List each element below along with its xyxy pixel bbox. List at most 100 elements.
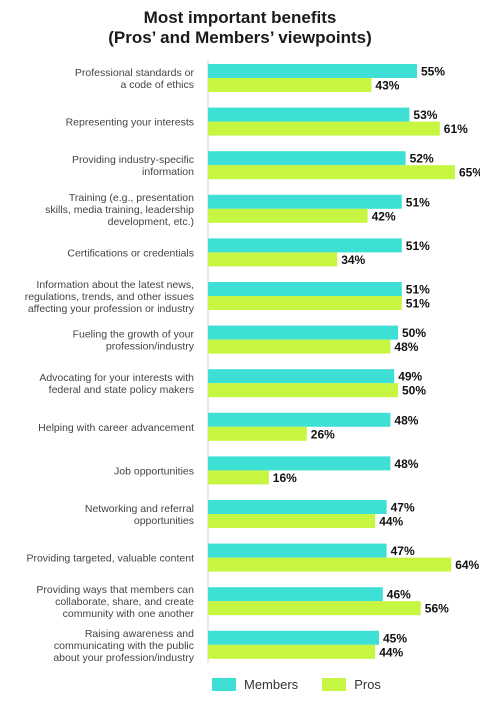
legend-label-pros: Pros [354,677,381,692]
category-label-line: Raising awareness and [85,628,194,640]
data-label-pros: 42% [372,209,396,223]
bar-members [208,630,379,645]
legend-item-pros: Pros [322,677,381,692]
data-label-pros: 26% [311,427,335,441]
category-label-line: Providing industry-specific [72,154,194,166]
data-label-members: 51% [406,283,430,297]
category-label: Information about the latest news, regula… [25,279,195,315]
category-label-line: Job opportunities [114,465,194,477]
bar-pros [208,426,307,441]
data-label-pros: 44% [379,515,403,529]
data-label-pros: 16% [273,471,297,485]
category-label-line: regulations, trends, and other issues [25,291,194,303]
data-label-members: 46% [387,588,411,602]
bar-pros [208,165,455,180]
category-label-line: Professional standards or [75,67,195,79]
category-label-line: development, etc.) [108,216,194,228]
bar-members [208,107,410,122]
bar-members [208,64,417,78]
category-label-line: Networking and referral [85,503,194,515]
category-label-line: Training (e.g., presentation [69,192,194,204]
bar-members [208,238,402,253]
bar-members [208,151,406,166]
bar-pros [208,208,368,223]
bar-pros [208,339,391,354]
category-label: Fueling the growth of your profession/ind… [73,329,195,353]
category-label-line: federal and state policy makers [49,384,194,396]
bar-members [208,282,402,296]
bar-pros [208,78,372,92]
category-label: Networking and referral opportunities [85,503,194,527]
bar-members [208,500,387,514]
category-label-line: Representing your interests [66,117,194,129]
category-label-line: Fueling the growth of your [73,329,195,341]
category-label-line: Providing targeted, valuable content [26,553,194,565]
category-label-line: community with one another [63,608,195,620]
category-label-line: Information about the latest news, [36,279,194,291]
data-label-members: 52% [410,152,434,166]
category-label-line: opportunities [134,515,194,527]
chart-title: Most important benefits [143,8,337,27]
legend-swatch-members [212,678,236,691]
data-label-members: 50% [402,326,426,340]
data-label-pros: 61% [444,122,468,136]
bar-members [208,543,387,558]
bar-members [208,194,402,209]
category-label-line: Providing ways that members can [36,584,194,596]
category-label-line: communicating with the public [54,640,194,652]
bar-members [208,369,395,384]
legend-item-members: Members [212,677,298,692]
data-label-members: 45% [383,631,407,645]
category-label: Raising awareness and communicating with … [53,628,194,664]
bar-members [208,456,391,471]
data-label-members: 47% [391,501,415,515]
data-label-members: 51% [406,195,430,209]
chart-subtitle: (Pros’ and Members’ viewpoints) [108,28,372,47]
data-label-pros: 43% [375,79,399,93]
data-label-pros: 51% [406,297,430,311]
bar-pros [208,601,421,616]
bar-members [208,587,383,602]
bar-members [208,325,398,340]
legend-label-members: Members [244,677,299,692]
bar-pros [208,470,269,485]
category-label: Advocating for your interests with federa… [39,372,194,396]
category-label-line: information [142,166,194,178]
category-label: Providing ways that members can collabora… [36,584,194,620]
data-label-pros: 48% [394,340,418,354]
data-label-pros: 56% [425,602,449,616]
data-label-pros: 64% [455,558,479,572]
bar-pros [208,296,402,310]
bar-pros [208,514,376,528]
category-label-line: Certifications or credentials [67,247,194,259]
category-label-line: skills, media training, leadership [45,204,194,216]
category-label-line: profession/industry [106,341,195,353]
category-label-line: collaborate, share, and create [55,596,194,608]
category-label: Certifications or credentials [67,247,194,259]
data-label-members: 53% [413,108,437,122]
data-label-members: 55% [421,65,445,79]
category-label-line: affecting your profession or industry [28,303,195,315]
data-label-pros: 65% [459,166,480,180]
category-label: Helping with career advancement [38,422,194,434]
category-label: Providing targeted, valuable content [26,553,194,565]
legend: Members Pros [212,677,405,692]
category-label: Representing your interests [66,117,194,129]
data-label-pros: 44% [379,645,403,659]
bar-members [208,412,391,427]
category-label-line: a code of ethics [120,79,194,91]
data-label-members: 47% [391,544,415,558]
legend-swatch-pros [322,678,347,691]
bar-pros [208,121,440,136]
bar-pros [208,383,398,398]
category-label-line: Helping with career advancement [38,422,194,434]
bar-pros [208,644,376,659]
category-label: Providing industry-specific information [72,154,194,178]
data-label-pros: 50% [402,384,426,398]
category-label-line: about your profession/industry [53,652,194,664]
data-label-members: 48% [394,413,418,427]
bar-pros [208,252,338,267]
data-label-members: 49% [398,370,422,384]
bar-pros [208,557,452,572]
